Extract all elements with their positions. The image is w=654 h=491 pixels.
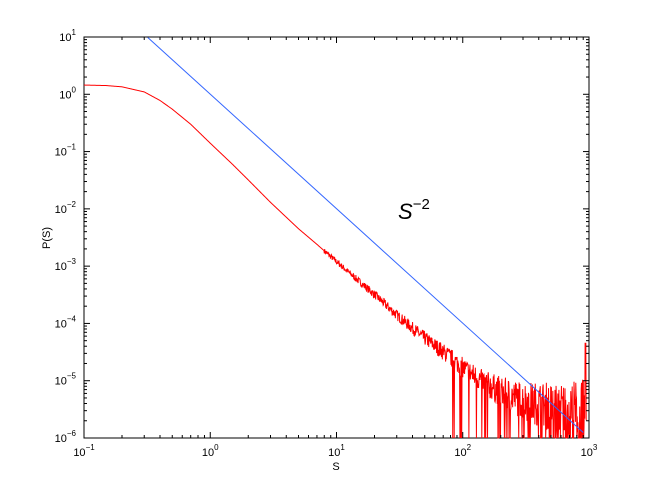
plot-area [83, 36, 590, 439]
y-tick-base: 10 [59, 89, 71, 101]
y-tick-base: 10 [55, 376, 67, 388]
x-tick-exp: −1 [86, 443, 96, 452]
x-tick-exp: 1 [340, 443, 345, 452]
x-tick-label: 101 [328, 443, 345, 459]
y-tick-exp: −3 [67, 257, 77, 266]
annotation-base: S [398, 199, 413, 224]
x-tick-label: 102 [454, 443, 471, 459]
y-tick-label: 10−5 [55, 372, 77, 388]
y-tick-exp: −6 [67, 429, 77, 438]
y-tick-label: 10−3 [55, 257, 77, 273]
y-tick-exp: −4 [67, 314, 77, 323]
x-tick-base: 10 [581, 447, 593, 459]
x-tick-exp: 0 [214, 443, 219, 452]
x-tick-exp: 2 [467, 443, 472, 452]
y-tick-exp: 0 [72, 85, 77, 94]
series-line-1 [147, 37, 584, 433]
x-tick-base: 10 [202, 447, 214, 459]
series-line-0 [83, 84, 587, 439]
y-tick-label: 10−6 [55, 429, 77, 445]
y-tick-exp: −5 [67, 372, 77, 381]
y-tick-label: 10−1 [55, 143, 77, 159]
y-tick-base: 10 [55, 204, 67, 216]
y-tick-base: 10 [55, 433, 67, 445]
y-tick-exp: 1 [72, 28, 77, 37]
x-tick-label: 103 [581, 443, 598, 459]
y-tick-label: 101 [59, 28, 76, 44]
x-tick-base: 10 [454, 447, 466, 459]
y-tick-base: 10 [55, 147, 67, 159]
y-tick-exp: −2 [67, 200, 77, 209]
y-tick-base: 10 [55, 318, 67, 330]
y-tick-label: 10−4 [55, 314, 77, 330]
y-axis-label: P(S) [41, 227, 53, 249]
series-layer [83, 37, 587, 439]
y-tick-label: 100 [59, 85, 76, 101]
y-tick-base: 10 [59, 32, 71, 44]
power-law-annotation: S−2 [398, 196, 430, 224]
y-tick-exp: −1 [67, 143, 77, 152]
x-axis-label: S [332, 461, 339, 473]
y-tick-label: 10−2 [55, 200, 77, 216]
x-tick-label: 10−1 [73, 443, 95, 459]
y-tick-base: 10 [55, 261, 67, 273]
x-tick-exp: 3 [593, 443, 598, 452]
tick-layer: 10−1 100 101 102 10310−610−510−410−310−210−1… [55, 28, 598, 459]
x-tick-base: 10 [328, 447, 340, 459]
x-tick-base: 10 [73, 447, 85, 459]
annotation-exponent: −2 [413, 196, 430, 213]
x-tick-label: 100 [202, 443, 219, 459]
